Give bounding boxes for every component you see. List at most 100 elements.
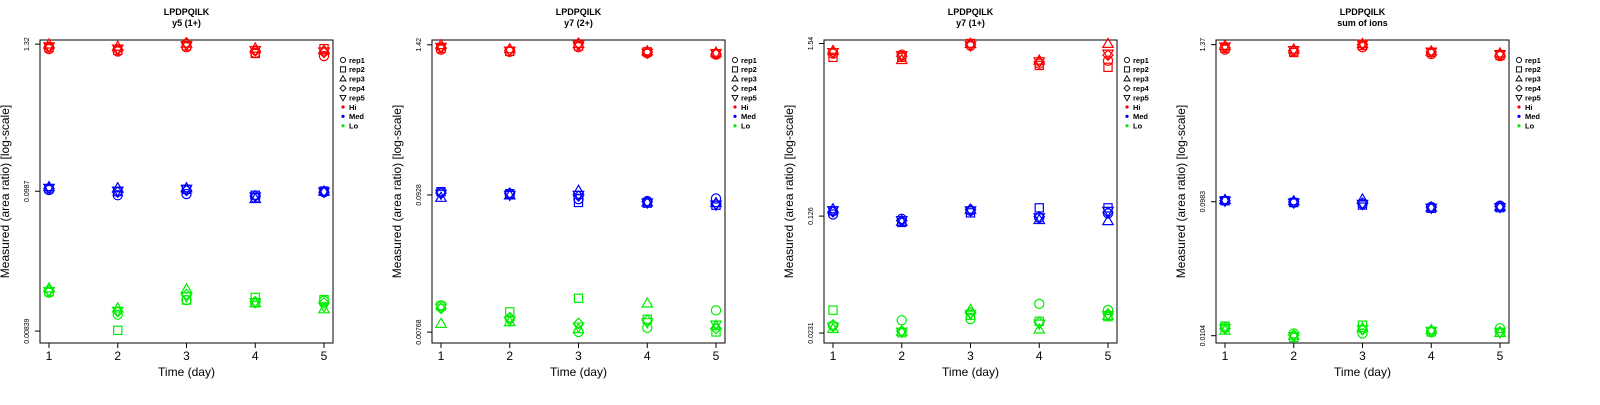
legend-swatch-hi (341, 105, 345, 109)
x-tick-label: 4 (1036, 349, 1043, 363)
data-point-med-rep5 (641, 198, 654, 210)
data-point-med-rep5 (826, 206, 840, 218)
data-point-lo-rep4 (572, 317, 585, 330)
data-point-hi-rep5 (1356, 39, 1369, 51)
legend-swatch-med (341, 114, 345, 118)
data-point-lo-rep2 (711, 327, 721, 337)
data-point-hi-rep3 (572, 37, 585, 49)
legend-label: Med (1525, 112, 1540, 121)
data-point-hi-rep5 (1493, 49, 1507, 61)
x-tick-label: 2 (898, 349, 905, 363)
y-tick-label: 0.0104 (1200, 325, 1207, 347)
y-axis-title: Measured (area ratio) [log-scale] (0, 105, 12, 278)
data-point-lo-rep4 (964, 306, 977, 319)
y-tick-label: 0.0983 (1200, 191, 1207, 213)
data-point-lo-rep3 (434, 317, 448, 329)
chart-title: LPDPQILK (948, 7, 994, 17)
legend-marker-rep2 (1123, 66, 1131, 73)
data-point-hi-rep3 (1356, 37, 1369, 49)
data-point-med-rep5 (503, 190, 516, 202)
data-point-lo-rep5 (317, 302, 331, 314)
data-point-med-rep5 (1033, 213, 1046, 225)
data-point-lo-rep1 (896, 315, 907, 326)
data-point-lo-rep3 (641, 296, 654, 308)
x-tick-label: 1 (830, 349, 837, 363)
data-point-lo-rep5 (964, 309, 977, 321)
data-point-lo-rep4 (710, 322, 722, 335)
y-tick-label: 0.126 (808, 207, 815, 225)
data-point-lo-rep1 (1034, 298, 1045, 310)
x-tick-label: 2 (1290, 349, 1297, 363)
data-point-med-rep3 (826, 202, 840, 214)
legend-label: rep2 (349, 65, 365, 74)
data-point-med-rep5 (317, 187, 331, 199)
data-point-hi-rep5 (1287, 46, 1300, 57)
plot-frame (1215, 39, 1510, 344)
data-point-lo-rep5 (826, 322, 840, 334)
data-point-lo-rep5 (895, 327, 908, 339)
y-axis-title: Measured (area ratio) [log-scale] (782, 105, 796, 278)
data-point-hi-rep5 (1425, 47, 1438, 59)
legend-label: rep1 (1525, 56, 1541, 65)
legend-label: rep2 (741, 65, 757, 74)
data-point-hi-rep5 (641, 48, 654, 60)
data-point-lo-rep5 (503, 316, 516, 328)
data-point-med-rep5 (1425, 203, 1438, 215)
data-point-hi-rep5 (895, 51, 908, 62)
y-tick-label: 1.54 (808, 37, 815, 51)
legend-label: rep4 (1133, 84, 1150, 93)
data-point-med-rep5 (111, 186, 124, 198)
data-point-med-rep5 (1101, 206, 1115, 218)
data-point-lo-rep1 (1102, 304, 1114, 316)
legend-label: rep1 (741, 56, 757, 65)
legend-label: Med (1133, 112, 1148, 121)
legend-marker-rep5 (1123, 95, 1131, 102)
data-point-lo-rep4 (1102, 307, 1114, 320)
legend-label: Hi (1133, 103, 1141, 112)
data-point-med-rep5 (895, 215, 908, 227)
data-point-lo-rep5 (1425, 326, 1438, 338)
legend-swatch-lo (1517, 124, 1521, 128)
data-point-hi-rep2 (250, 48, 260, 59)
data-point-hi-rep3 (1101, 37, 1115, 48)
data-point-lo-rep4 (1287, 329, 1300, 342)
x-tick-label: 4 (644, 349, 651, 363)
legend-marker-rep4 (1515, 84, 1523, 92)
legend-swatch-med (1125, 114, 1129, 118)
data-point-lo-rep5 (1218, 324, 1232, 335)
data-point-hi-rep5 (42, 42, 56, 54)
data-point-hi-rep5 (180, 40, 193, 52)
data-point-lo-rep5 (180, 292, 193, 304)
data-point-med-rep5 (1493, 202, 1507, 214)
legend-swatch-hi (1125, 105, 1129, 109)
data-point-med-rep5 (1356, 199, 1369, 211)
x-tick-label: 2 (114, 349, 121, 363)
data-point-hi-rep5 (1218, 42, 1232, 54)
y-tick-label: 1.37 (1200, 38, 1207, 52)
legend-label: Med (349, 112, 364, 121)
legend-marker-rep2 (1515, 66, 1523, 73)
x-tick-label: 5 (321, 349, 328, 363)
data-point-hi-rep5 (249, 45, 262, 57)
y-tick-label: 0.00839 (24, 318, 31, 343)
data-point-med-rep5 (1287, 198, 1300, 210)
x-tick-label: 4 (252, 349, 259, 363)
data-point-lo-rep2 (181, 295, 192, 305)
legend-marker-rep1 (1515, 56, 1523, 64)
data-point-hi-rep3 (1425, 44, 1438, 56)
data-point-lo-rep2 (573, 293, 584, 303)
data-point-hi-rep1 (318, 50, 330, 62)
data-point-med-rep3 (572, 184, 585, 195)
data-point-med-rep3 (1356, 192, 1369, 204)
legend-swatch-med (1517, 114, 1521, 118)
chart-subtitle: y5 (1+) (172, 18, 201, 28)
data-point-hi-rep4 (964, 38, 977, 51)
legend-swatch-lo (733, 124, 737, 128)
x-tick-label: 3 (967, 349, 974, 363)
y-tick-label: 0.0928 (416, 184, 423, 206)
x-tick-label: 5 (1497, 349, 1504, 363)
